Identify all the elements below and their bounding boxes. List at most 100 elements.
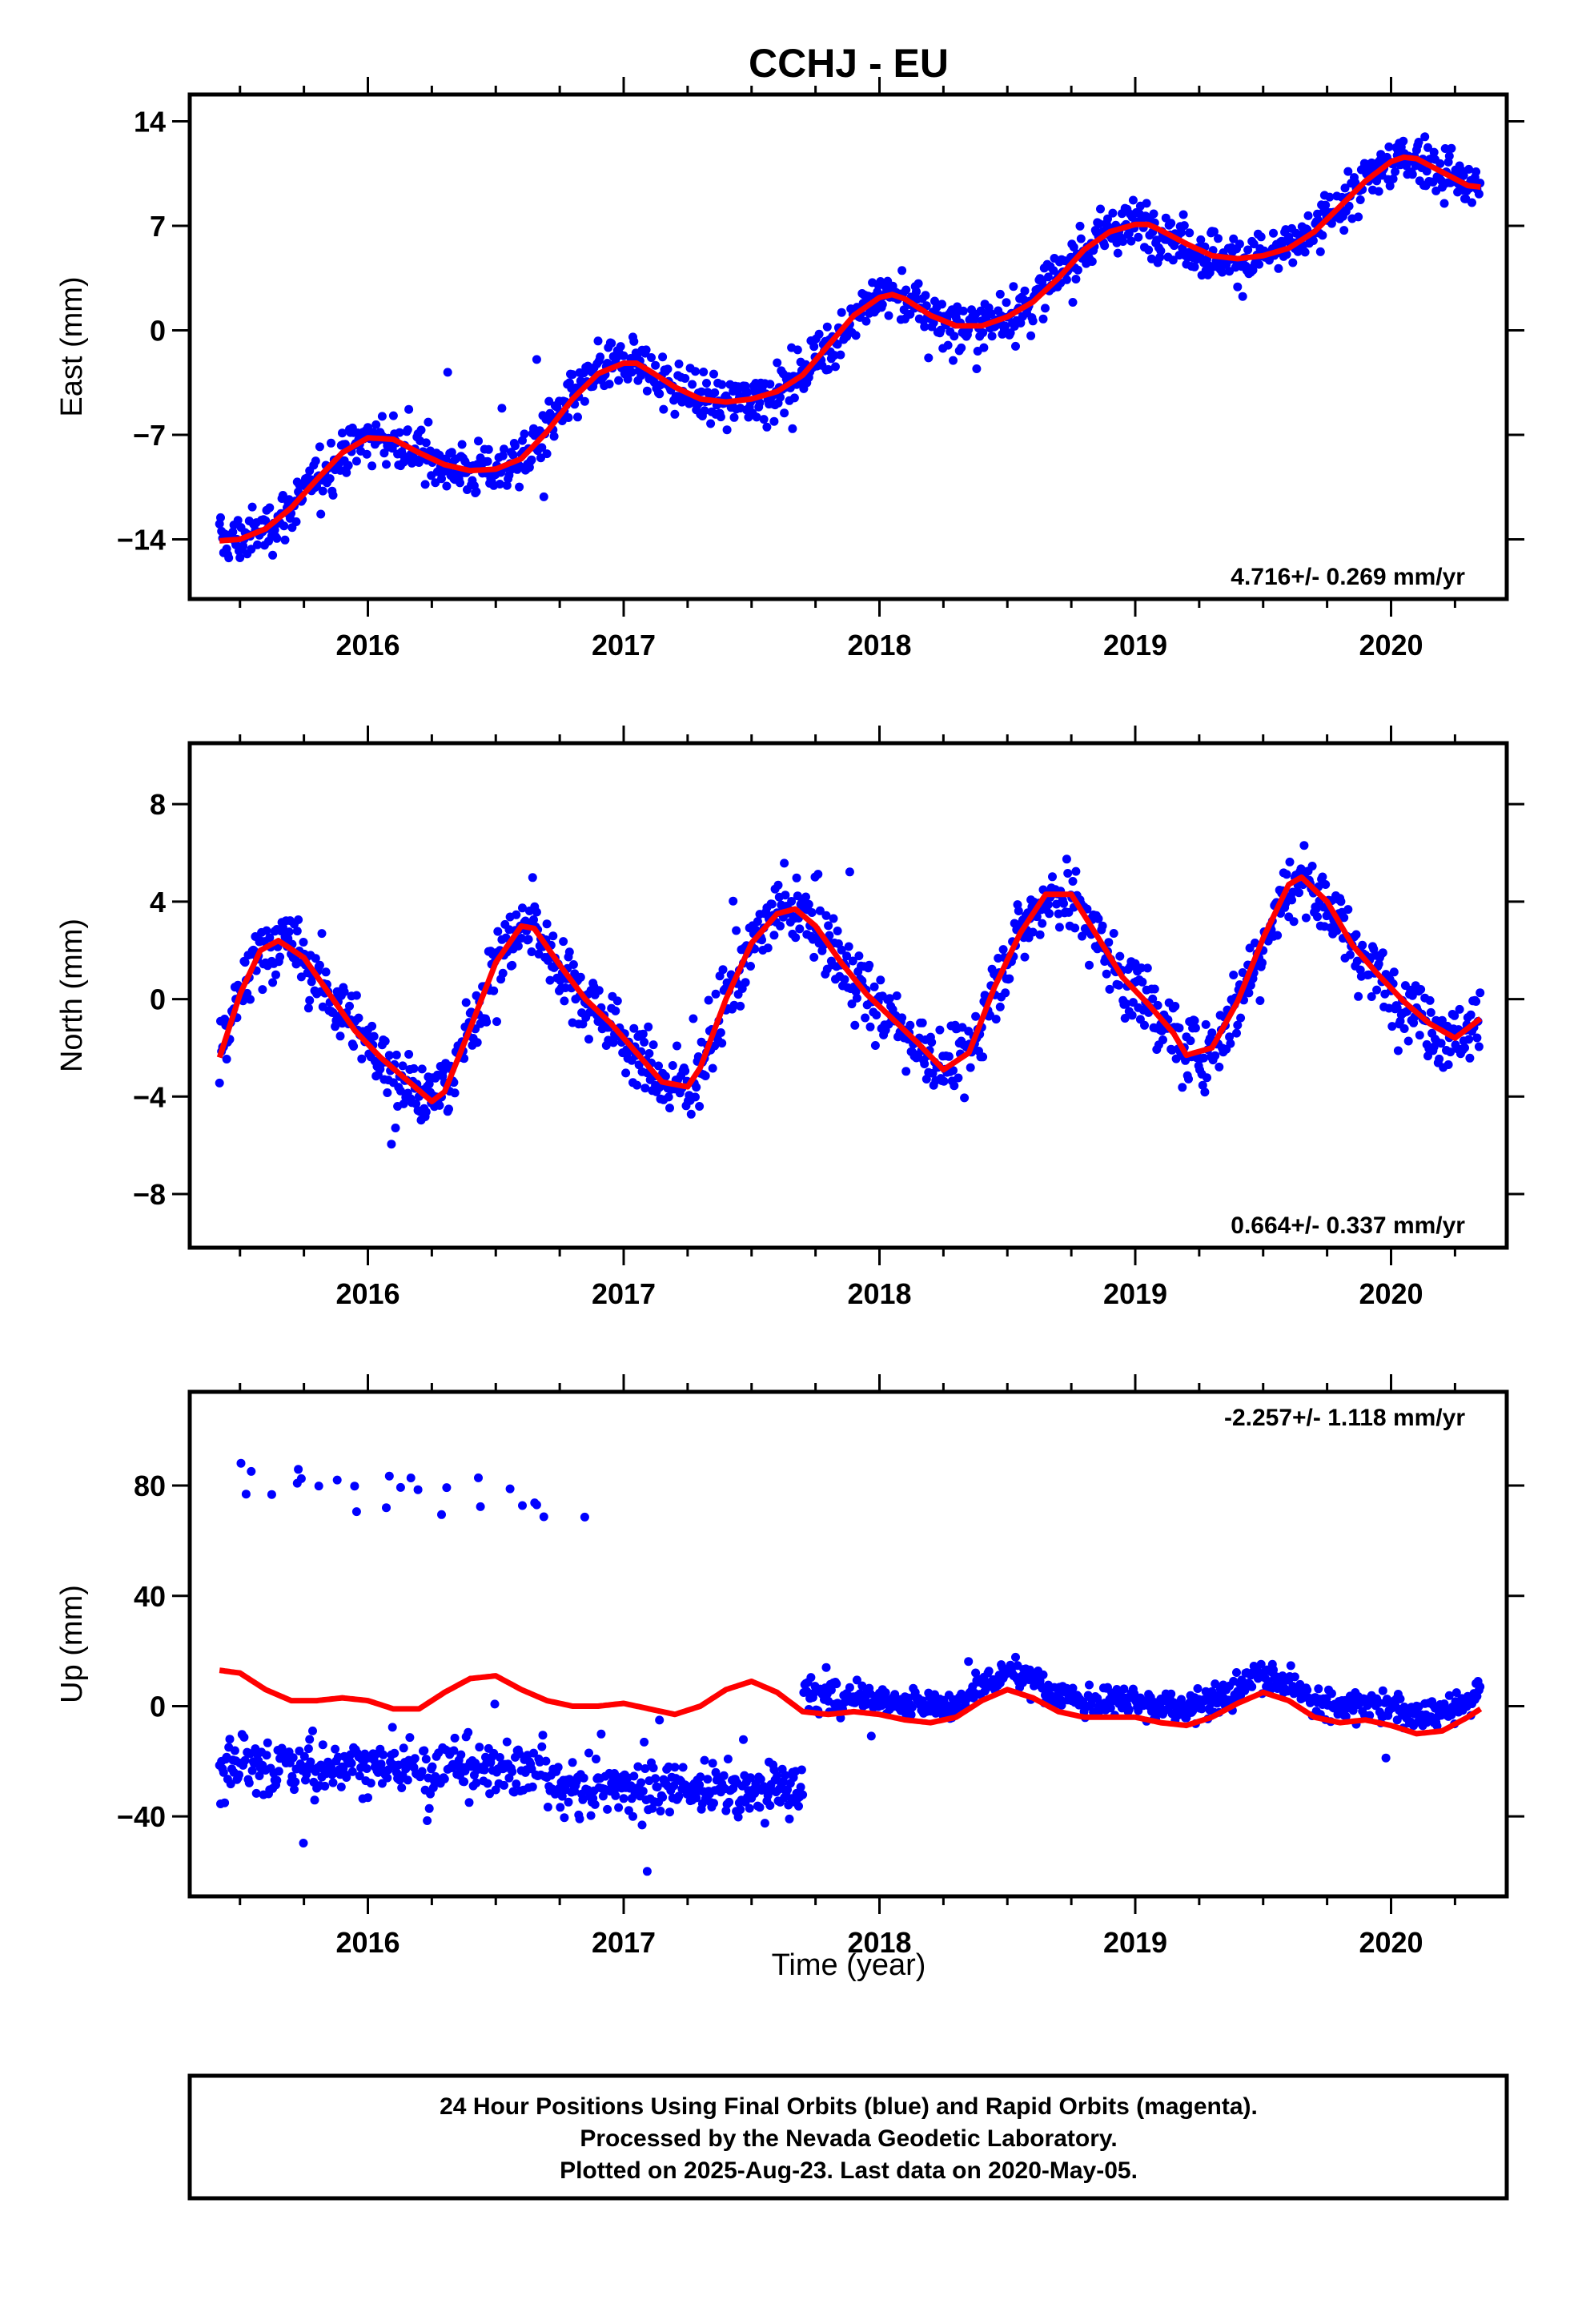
data-points	[215, 1458, 1485, 1876]
data-point	[634, 1060, 644, 1070]
data-point	[611, 1006, 620, 1015]
data-point	[1178, 243, 1187, 253]
data-point	[884, 311, 893, 320]
data-point	[568, 960, 578, 969]
data-point	[379, 1750, 388, 1759]
data-point	[1142, 199, 1151, 208]
data-point	[651, 360, 661, 370]
data-point	[1011, 1652, 1020, 1662]
data-point	[632, 1080, 642, 1090]
data-point	[1476, 988, 1485, 998]
data-point	[796, 1783, 805, 1792]
data-point	[741, 978, 750, 987]
data-point	[801, 892, 810, 902]
data-point	[371, 420, 381, 429]
data-point	[493, 927, 503, 936]
data-point	[1374, 187, 1383, 196]
data-point	[265, 933, 275, 943]
data-point	[944, 1051, 954, 1061]
data-point	[733, 1812, 743, 1822]
data-point	[1048, 872, 1057, 882]
data-point	[850, 1020, 860, 1030]
data-point	[382, 460, 391, 469]
data-point	[1450, 1011, 1460, 1020]
data-point	[691, 367, 700, 376]
x-tick-label: 2018	[847, 629, 911, 661]
data-point	[686, 1109, 696, 1119]
data-point	[320, 1781, 330, 1791]
data-point	[417, 1767, 427, 1776]
data-point	[847, 999, 857, 1009]
data-point	[1372, 176, 1382, 186]
data-point	[515, 1749, 524, 1759]
data-point	[347, 1767, 357, 1776]
data-point	[1026, 331, 1036, 340]
data-point	[1345, 950, 1355, 959]
data-point	[1102, 969, 1111, 979]
data-point	[1289, 917, 1299, 927]
data-point	[912, 287, 921, 296]
data-point	[913, 279, 923, 288]
data-point	[1301, 913, 1311, 923]
data-point	[821, 911, 831, 920]
data-point	[702, 379, 711, 388]
data-point	[272, 1775, 282, 1785]
data-point	[972, 364, 982, 373]
data-point	[357, 1054, 367, 1063]
data-point	[1391, 167, 1400, 176]
data-point	[1455, 1004, 1464, 1014]
data-point	[299, 938, 308, 947]
axis-ticks	[172, 1374, 1524, 1914]
data-point	[349, 1042, 359, 1051]
data-point	[979, 343, 989, 352]
data-point	[303, 1003, 313, 1013]
data-point	[1057, 1700, 1066, 1710]
y-axis-label: East (mm)	[55, 276, 89, 416]
data-point	[663, 364, 673, 374]
data-point	[336, 1782, 346, 1791]
data-point	[665, 1807, 674, 1817]
data-point	[318, 486, 327, 496]
data-point	[1285, 857, 1295, 866]
data-point	[1387, 1022, 1397, 1031]
data-point	[575, 1814, 584, 1823]
data-point	[480, 1765, 489, 1775]
data-point	[791, 933, 801, 943]
data-point	[377, 1779, 387, 1788]
data-point	[1068, 298, 1078, 307]
data-points	[215, 841, 1485, 1149]
data-point	[752, 412, 761, 422]
data-point	[636, 371, 646, 380]
data-point	[603, 1804, 612, 1814]
data-point	[284, 927, 294, 937]
data-point	[950, 332, 959, 341]
data-point	[1233, 282, 1243, 292]
data-point	[964, 1657, 974, 1667]
data-point	[1076, 234, 1086, 243]
data-point	[399, 1743, 408, 1753]
data-point	[1247, 1682, 1257, 1691]
data-point	[995, 1002, 1005, 1011]
data-point	[717, 1039, 727, 1048]
data-point	[640, 1764, 650, 1773]
data-point	[1142, 963, 1152, 973]
data-point	[1098, 921, 1107, 931]
data-point	[437, 1510, 446, 1519]
data-point	[292, 927, 302, 936]
data-point	[1215, 1062, 1224, 1072]
data-point	[716, 412, 725, 422]
data-point	[725, 1797, 734, 1807]
data-point	[681, 1066, 690, 1076]
data-point	[524, 935, 533, 944]
data-point	[508, 1767, 517, 1776]
data-point	[240, 1755, 250, 1765]
data-point	[278, 491, 287, 500]
data-point	[1358, 940, 1367, 950]
data-point	[222, 1055, 231, 1063]
data-point	[508, 960, 517, 970]
data-point	[1468, 198, 1476, 207]
data-point	[1256, 1659, 1266, 1669]
data-point	[327, 438, 335, 448]
data-point	[614, 376, 624, 385]
data-point	[513, 941, 523, 951]
